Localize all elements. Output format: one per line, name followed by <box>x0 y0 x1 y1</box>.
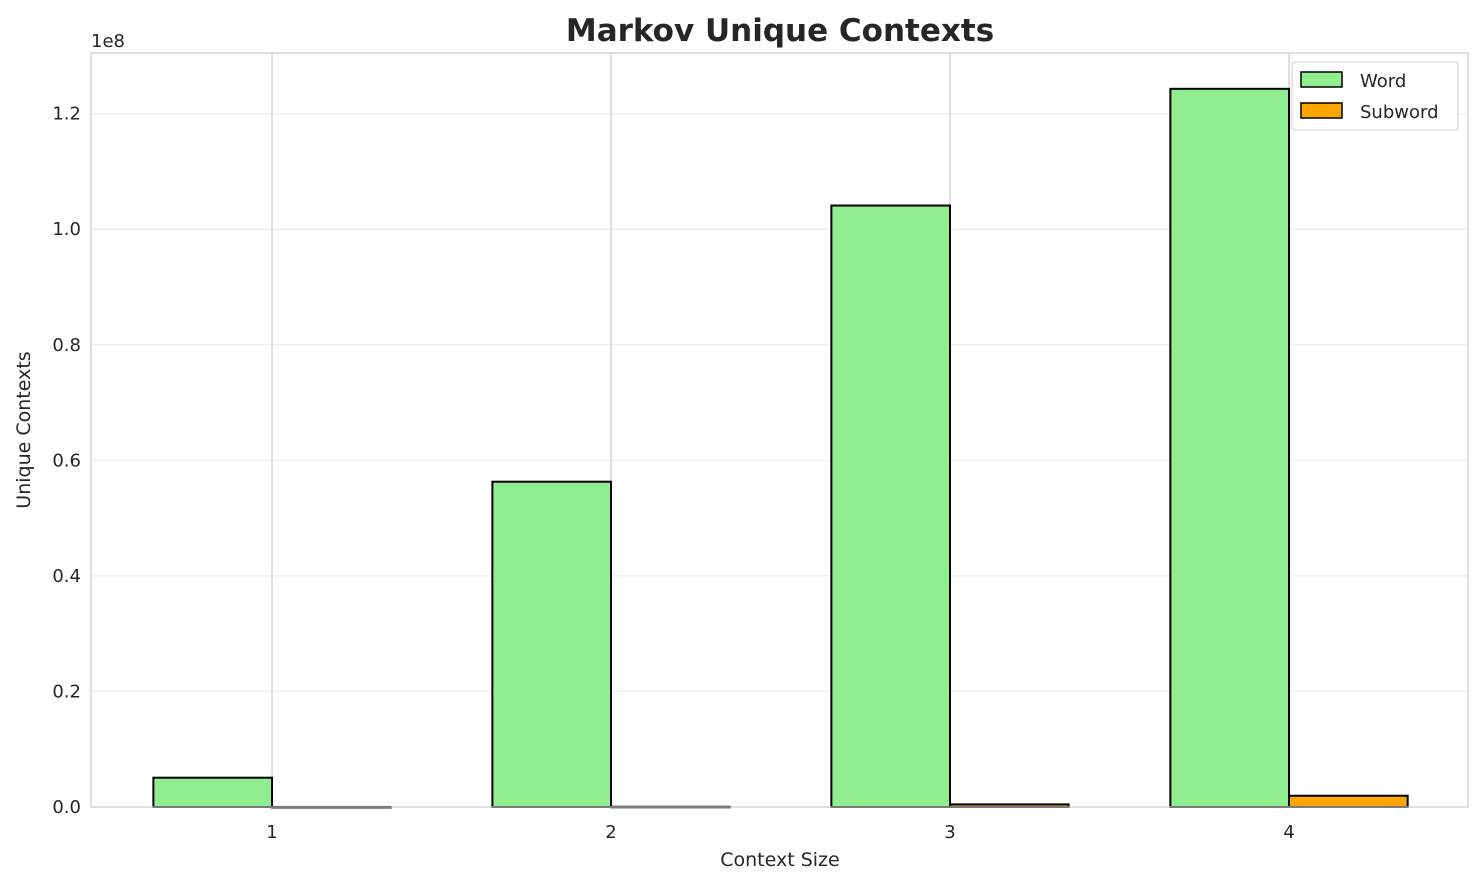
y-tick-label: 0.4 <box>52 566 81 587</box>
legend-swatch-subword <box>1300 102 1343 119</box>
y-tick-label: 0.0 <box>52 797 81 818</box>
bar-word-2 <box>491 480 613 808</box>
y-axis-label: Unique Contexts <box>13 351 35 508</box>
ticks: 0.0 0.2 0.4 0.6 0.8 1.0 1.2 1 2 3 4 <box>52 104 1294 843</box>
x-tick-label: 2 <box>605 822 616 843</box>
y-tick-label: 0.2 <box>52 681 81 702</box>
bar-subword-4 <box>1288 794 1409 809</box>
legend-label: Subword <box>1360 102 1439 123</box>
x-tick-label: 3 <box>944 822 955 843</box>
y-tick-label: 1.0 <box>52 219 81 240</box>
bar-word-4 <box>1169 87 1291 809</box>
bars <box>152 87 1409 809</box>
y-offset-label: 1e8 <box>91 31 125 52</box>
x-tick-label: 4 <box>1283 822 1294 843</box>
y-tick-label: 1.2 <box>52 104 81 125</box>
legend-swatch-word <box>1300 71 1343 88</box>
y-tick-label: 0.6 <box>52 450 81 471</box>
y-tick-label: 0.8 <box>52 335 81 356</box>
legend-label: Word <box>1360 71 1406 92</box>
chart-title: Markov Unique Contexts <box>566 13 994 49</box>
legend: Word Subword <box>1291 61 1459 131</box>
plot-frame <box>90 52 1469 808</box>
x-tick-label: 1 <box>266 822 277 843</box>
bar-word-1 <box>152 776 274 808</box>
bar-word-3 <box>830 204 952 809</box>
x-axis-label: Context Size <box>720 849 839 871</box>
